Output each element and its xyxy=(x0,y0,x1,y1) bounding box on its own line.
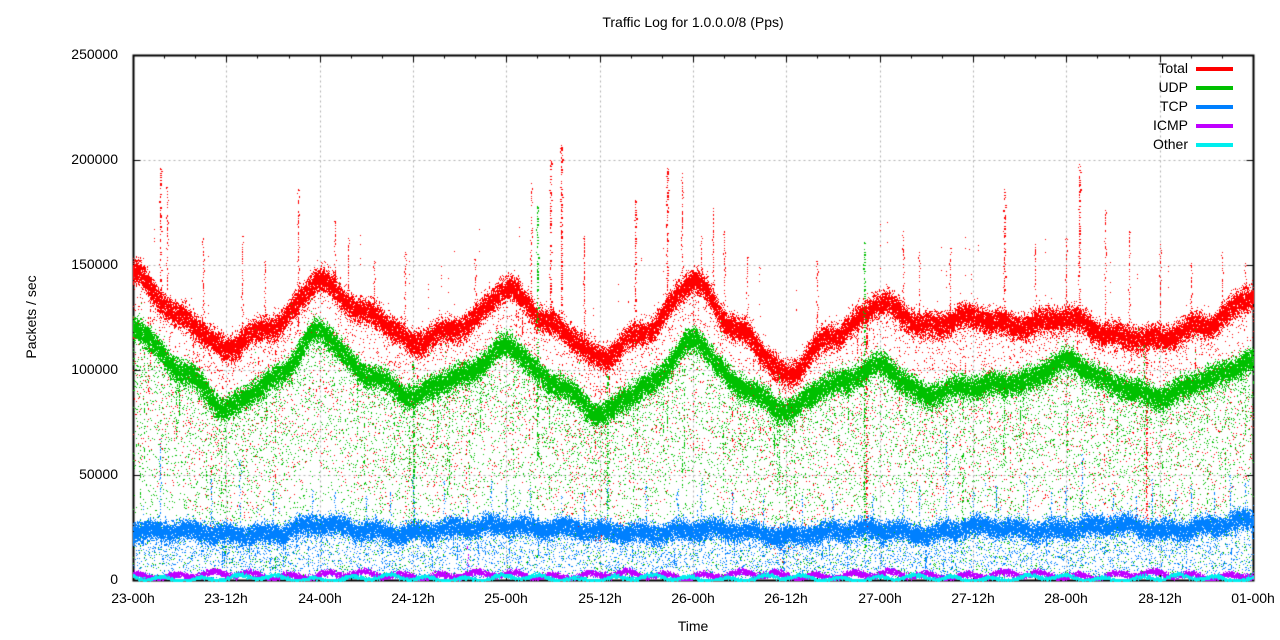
chart-title: Traffic Log for 1.0.0.0/8 (Pps) xyxy=(602,14,784,30)
x-tick-label: 26-12h xyxy=(764,590,808,606)
x-tick-label: 24-00h xyxy=(298,590,342,606)
y-axis-title: Packets / sec xyxy=(23,275,39,359)
x-tick-label: 28-12h xyxy=(1138,590,1182,606)
x-axis-title: Time xyxy=(677,618,709,634)
legend-swatch-icmp xyxy=(1196,124,1233,128)
legend-swatch-other xyxy=(1196,143,1233,147)
y-tick-label: 100000 xyxy=(71,361,118,377)
x-tick-label: 24-12h xyxy=(391,590,435,606)
x-tick-label: 01-00h xyxy=(1231,590,1275,606)
y-tick-label: 200000 xyxy=(71,151,118,167)
legend-swatch-udp xyxy=(1196,86,1233,90)
y-tick-label: 250000 xyxy=(71,46,118,62)
x-tick-label: 28-00h xyxy=(1044,590,1088,606)
x-tick-label: 23-12h xyxy=(204,590,248,606)
legend-label-tcp: TCP xyxy=(1160,98,1188,114)
x-tick-label: 25-00h xyxy=(484,590,528,606)
legend-label-total: Total xyxy=(1158,60,1188,76)
y-tick-label: 50000 xyxy=(79,466,118,482)
x-tick-label: 27-00h xyxy=(858,590,902,606)
x-tick-label: 26-00h xyxy=(671,590,715,606)
legend-swatch-total xyxy=(1196,67,1233,71)
legend-label-udp: UDP xyxy=(1158,79,1188,95)
legend-label-icmp: ICMP xyxy=(1153,117,1188,133)
x-tick-label: 27-12h xyxy=(951,590,995,606)
y-tick-label: 0 xyxy=(110,571,118,587)
y-tick-label: 150000 xyxy=(71,256,118,272)
legend-label-other: Other xyxy=(1152,136,1188,152)
x-tick-label: 25-12h xyxy=(578,590,622,606)
x-tick-label: 23-00h xyxy=(111,590,155,606)
legend-swatch-tcp xyxy=(1196,105,1233,109)
